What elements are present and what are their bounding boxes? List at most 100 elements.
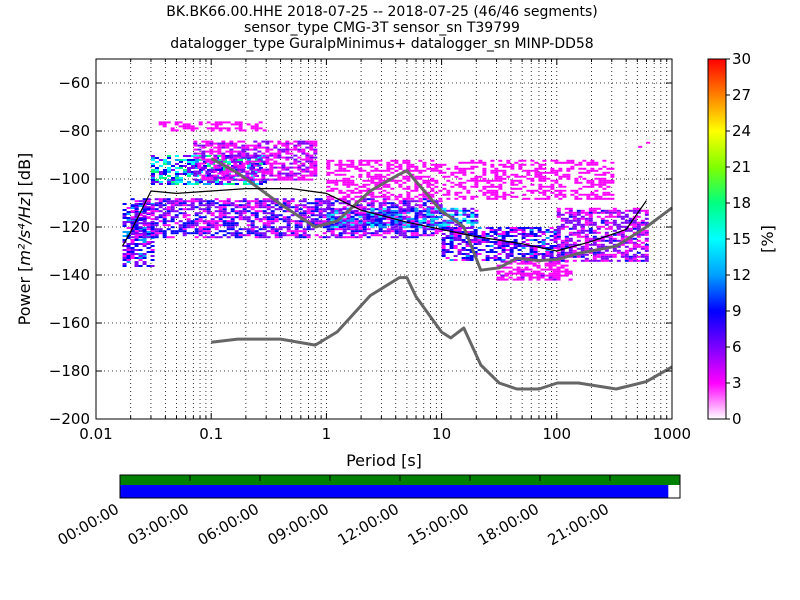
psd-cell [253,178,258,181]
psd-cell [588,237,593,240]
psd-cell [150,255,155,257]
psd-cell [598,183,603,186]
psd-cell [612,237,617,240]
psd-cell [246,216,251,219]
psd-cell [542,185,547,188]
psd-cell [318,204,323,207]
psd-cell [626,137,631,140]
psd-cell [366,232,371,235]
psd-cell [548,268,553,271]
psd-cell [193,142,198,145]
psd-cell [470,189,475,192]
psd-cell [529,251,534,253]
psd-cell [293,160,298,163]
psd-cell [285,156,290,159]
psd-cell [134,226,139,229]
psd-cell [534,191,539,194]
psd-cell [210,181,215,183]
psd-cell [564,237,569,240]
psd-cell [305,160,310,163]
psd-cell [624,225,629,228]
psd-cell [289,142,294,145]
psd-cell [178,181,183,183]
psd-cell [213,178,218,181]
psd-cell [338,219,343,222]
psd-cell [186,181,191,183]
psd-cell [596,207,601,210]
psd-cell [130,253,135,255]
psd-cell [510,181,515,184]
psd-cell [540,262,545,265]
psd-cell [158,198,163,201]
psd-cell [414,234,419,237]
psd-cell [298,230,303,233]
psd-cell [530,177,535,180]
psd-cell [262,155,267,157]
psd-cell [237,156,242,159]
psd-cell [142,212,147,215]
psd-cell [534,167,539,170]
psd-cell [624,213,629,216]
psd-cell [234,206,239,209]
psd-cell [354,222,359,225]
psd-cell [382,204,387,207]
psd-cell [142,215,147,217]
psd-cell [229,150,234,153]
psd-cell [249,160,254,163]
psd-cell [386,202,391,205]
psd-cell [342,236,347,239]
psd-cell [362,171,367,174]
psd-cell [454,207,459,210]
psd-cell [342,197,347,200]
psd-cell [632,237,637,240]
psd-cell [584,221,589,224]
psd-cell [426,191,431,194]
psd-cell [462,171,467,174]
psd-cell [386,218,391,221]
psd-cell [350,228,355,231]
psd-cell [628,241,633,244]
psd-cell [209,174,214,177]
psd-cell [246,123,251,126]
psd-cell [190,171,195,173]
psd-cell [122,265,127,267]
psd-cell [546,175,551,178]
psd-cell [560,253,565,256]
psd-cell [358,175,363,178]
psd-cell [612,243,617,246]
psd-cell [362,200,367,203]
psd-cell [493,255,498,257]
psd-cell [453,229,458,231]
psd-cell [194,230,199,233]
psd-cell [313,140,318,143]
psd-cell [338,167,343,170]
psd-cell [273,160,278,163]
psd-cell [454,165,459,168]
psd-cell [186,232,191,235]
psd-cell [640,245,645,248]
psd-cell [310,206,315,209]
psd-cell [265,146,270,149]
psd-cell [370,209,375,212]
psd-cell [462,185,467,188]
psd-cell [281,178,286,181]
psd-cell [473,237,478,239]
psd-cell [634,139,639,142]
psd-cell [358,167,363,170]
psd-cell [386,195,391,198]
psd-cell [588,251,593,254]
psd-cell [450,173,455,176]
psd-cell [258,218,263,221]
psd-cell [206,204,211,207]
psd-cell [213,174,218,177]
psd-cell [150,210,155,213]
psd-cell [473,251,478,253]
psd-cell [370,175,375,178]
psd-cell [414,167,419,170]
psd-cell [193,140,198,143]
psd-cell [174,175,179,177]
psd-cell [238,210,243,213]
psd-cell [262,163,267,165]
psd-cell [482,177,487,180]
psd-cell [434,175,439,178]
